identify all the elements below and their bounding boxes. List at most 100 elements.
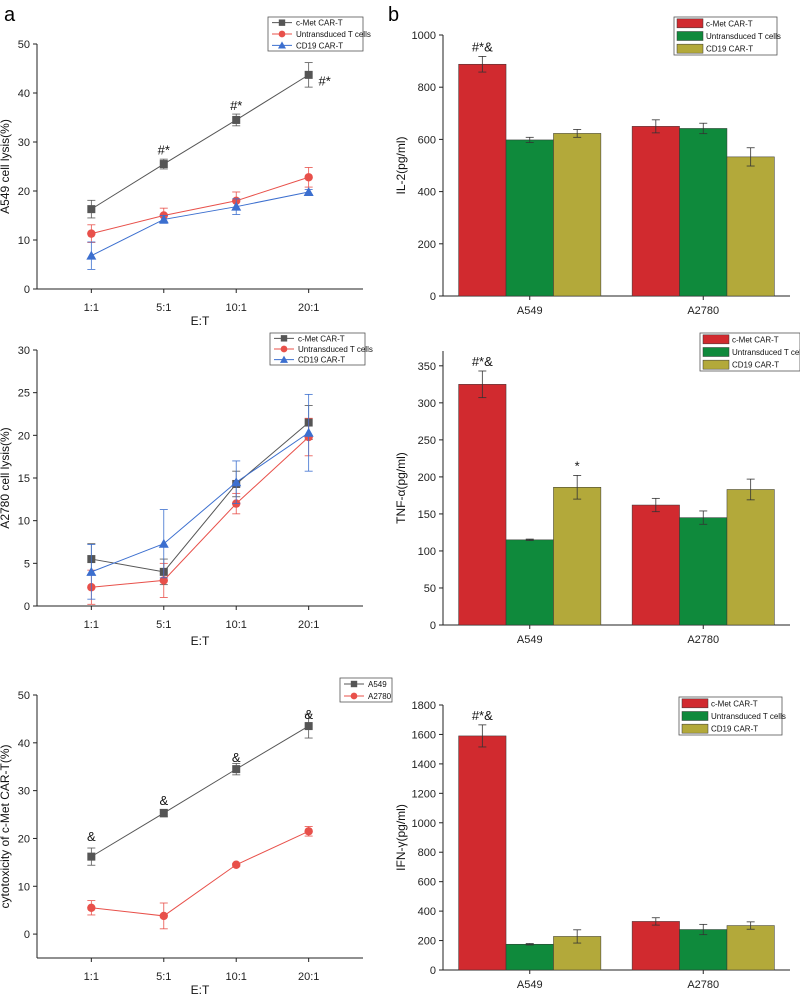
bar-a2780-c-met-car-t: [631, 921, 680, 971]
legend-label: c-Met CAR-T: [732, 335, 779, 344]
legend-label: A2780: [368, 692, 392, 701]
series-untransduced-t-cells: [87, 417, 313, 605]
y-tick-label: 15: [18, 473, 30, 485]
x-tick-label: A2780: [687, 634, 719, 646]
series-c-met-car-t: [87, 62, 313, 219]
series-line: [91, 176, 309, 235]
y-axis-label: A549 cell lysis(%): [0, 119, 12, 214]
legend-label: Untransduced T cells: [298, 345, 373, 354]
x-tick-label: A2780: [687, 979, 719, 991]
data-point-circle: [87, 903, 96, 912]
legend-item: c-Met CAR-T: [274, 334, 345, 343]
legend-label: Untransduced T cells: [296, 30, 371, 39]
data-point-square: [87, 205, 96, 214]
chart-tnf: 0 50 100 150 200 250 300 350 A549 A2780 TNF-α(pg/m…: [394, 332, 800, 646]
legend-swatch: [681, 698, 709, 709]
x-tick-label: A549: [517, 979, 543, 991]
legend-label: A549: [368, 680, 387, 689]
legend-label: c-Met CAR-T: [298, 334, 345, 343]
panel-label-b: b: [388, 4, 399, 26]
chart-a2780-lysis: 0 5 10 15 20 25 30 1:1 5:1 10:1 20:1 E:T A2780 cell …: [0, 332, 373, 648]
data-point-circle: [159, 576, 168, 585]
x-tick-label: 1:1: [84, 302, 99, 314]
legend-swatch: [676, 31, 704, 41]
y-tick-label: 40: [18, 88, 30, 100]
bar-a2780-c-met-car-t: [631, 504, 680, 626]
y-tick-label: 200: [418, 936, 436, 948]
x-tick-label: A549: [517, 305, 543, 317]
data-point-circle: [159, 911, 168, 921]
y-tick-label: 5: [24, 558, 30, 570]
y-axis-label: TNF-α(pg/ml): [394, 452, 408, 524]
y-tick-label: 0: [430, 291, 436, 303]
y-tick-label: 10: [18, 235, 30, 247]
legend-item: Untransduced T cells: [702, 347, 800, 357]
series-line: [91, 725, 309, 858]
bar-a549-c-met-car-t: [458, 63, 507, 297]
legend-label: Untransduced T cells: [732, 348, 800, 357]
legend-item: CD19 CAR-T: [702, 359, 779, 370]
series-line: [91, 436, 310, 588]
bar-a549-untransduced-t-cells: [505, 139, 554, 297]
legend-swatch: [676, 18, 704, 29]
y-tick-label: 300: [418, 398, 436, 410]
y-tick-label: 350: [418, 361, 436, 373]
y-axis-label: IFN-γ(pg/ml): [394, 804, 408, 871]
y-axis-label: cytotoxicity of c-Met CAR-T(%): [0, 744, 12, 908]
legend-label: CD19 CAR-T: [706, 45, 753, 54]
legend: A549 A2780: [339, 677, 393, 703]
chart-ifn: 0 200 400 600 800 1000 1200 1400 1600 1800 A549 A27…: [394, 696, 790, 991]
legend-item: CD19 CAR-T: [272, 41, 343, 50]
x-tick-label: 1:1: [84, 619, 99, 631]
data-point-circle: [232, 860, 241, 869]
legend-label: CD19 CAR-T: [711, 725, 758, 734]
legend-label: CD19 CAR-T: [298, 356, 345, 365]
panel-label-a: a: [4, 4, 16, 26]
series-line: [91, 830, 309, 917]
legend-item: CD19 CAR-T: [681, 723, 758, 734]
series-cd19-car-t: [86, 186, 314, 270]
legend-swatch: [702, 334, 730, 345]
chart-a549-lysis: 0 10 20 30 40 50 1:1 5:1 10:1 20:1 E:T A549 cell ly…: [0, 16, 371, 328]
y-tick-label: 30: [18, 137, 30, 149]
data-point-triangle: [158, 538, 169, 548]
y-tick-label: 30: [18, 345, 30, 357]
data-point-square: [159, 160, 168, 169]
y-tick-label: 1000: [412, 818, 436, 830]
significance-annotation: &: [304, 707, 313, 722]
legend-item: c-Met CAR-T: [681, 698, 758, 709]
series-line: [91, 422, 309, 573]
series-c-met-car-t: [87, 405, 313, 586]
data-point-circle: [350, 692, 358, 700]
data-point-square: [159, 809, 168, 818]
significance-annotation: #*&: [472, 708, 493, 723]
data-point-triangle: [231, 201, 242, 211]
legend-item: A2780: [344, 692, 392, 701]
y-tick-label: 0: [24, 929, 30, 941]
y-tick-label: 10: [18, 881, 30, 893]
data-point-square: [304, 70, 313, 79]
data-point-square: [278, 19, 286, 26]
y-tick-label: 400: [418, 187, 436, 199]
x-tick-label: 20:1: [298, 302, 319, 314]
y-axis-label: A2780 cell lysis(%): [0, 427, 12, 528]
legend: c-Met CAR-T Untransduced T cells CD19 CAR-…: [673, 16, 781, 56]
y-tick-label: 0: [24, 601, 30, 613]
data-point-circle: [304, 827, 313, 836]
y-tick-label: 10: [18, 516, 30, 528]
x-axis-label: E:T: [191, 983, 210, 997]
y-tick-label: 200: [418, 472, 436, 484]
x-axis-label: E:T: [191, 634, 210, 648]
x-axis-label: E:T: [191, 314, 210, 328]
data-point-square: [232, 115, 241, 124]
y-tick-label: 1800: [412, 700, 436, 712]
data-point-square: [280, 335, 288, 342]
significance-annotation: #*: [319, 74, 331, 89]
data-point-triangle: [86, 566, 97, 576]
data-point-square: [304, 722, 313, 731]
significance-annotation: *: [575, 458, 580, 473]
x-tick-label: A2780: [687, 305, 719, 317]
bar-a549-c-met-car-t: [458, 735, 507, 971]
legend-swatch: [681, 723, 709, 734]
